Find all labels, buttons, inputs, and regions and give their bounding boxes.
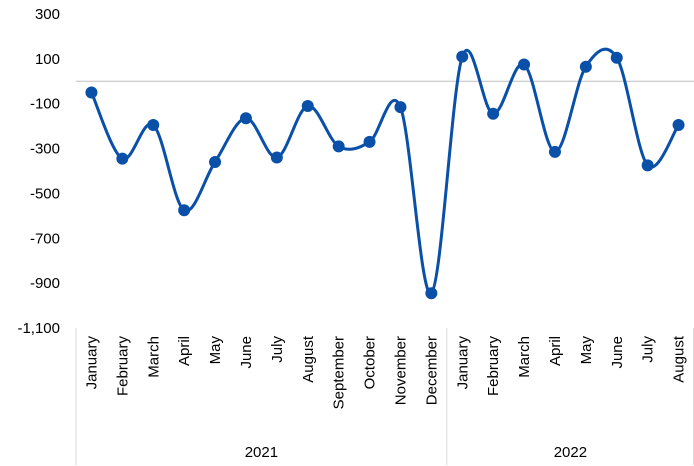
x-tick-label: June xyxy=(238,336,255,369)
data-point xyxy=(641,159,654,172)
x-tick-label: September xyxy=(331,336,348,409)
data-point xyxy=(85,86,98,99)
y-tick-label: -500 xyxy=(30,185,60,202)
x-tick-label: July xyxy=(269,336,286,363)
x-tick-label: April xyxy=(176,336,193,366)
x-tick-label: April xyxy=(547,336,564,366)
data-point xyxy=(394,101,407,114)
x-tick-label: May xyxy=(207,336,224,365)
data-point xyxy=(518,58,531,71)
y-tick-label: -100 xyxy=(30,96,60,113)
x-tick-label: February xyxy=(114,336,131,397)
data-point xyxy=(456,50,469,63)
x-group-label: 2022 xyxy=(554,444,587,461)
x-axis: January February March April May June July Augu… xyxy=(75,328,694,465)
data-point xyxy=(548,145,561,158)
x-tick-label: February xyxy=(485,336,502,397)
data-point xyxy=(332,140,345,153)
x-tick-label: March xyxy=(145,336,162,378)
data-point xyxy=(239,112,252,125)
x-tick-label: March xyxy=(516,336,533,378)
x-tick-label: November xyxy=(392,336,409,405)
series-line xyxy=(90,47,680,295)
y-tick-label: -1,100 xyxy=(17,320,60,337)
x-tick-label: May xyxy=(578,336,595,365)
x-group-label: 2021 xyxy=(245,444,278,461)
x-tick-label: January xyxy=(454,336,471,390)
y-tick-label: 300 xyxy=(35,6,60,23)
y-tick-label: -700 xyxy=(30,230,60,247)
data-point xyxy=(116,152,129,165)
data-point xyxy=(579,60,592,73)
data-point xyxy=(270,151,283,164)
y-tick-label: -900 xyxy=(30,275,60,292)
x-tick-label: June xyxy=(609,336,626,369)
x-tick-label: January xyxy=(83,336,100,390)
x-tick-label: August xyxy=(300,335,317,383)
y-axis: 300 100 -100 -300 -500 -700 -900 -1,100 xyxy=(17,6,60,337)
data-point xyxy=(301,99,314,112)
data-point xyxy=(178,204,191,217)
data-point xyxy=(363,135,376,148)
data-point xyxy=(487,107,500,120)
data-point xyxy=(147,119,160,132)
x-tick-label: August xyxy=(671,335,688,383)
data-point xyxy=(209,156,222,169)
x-tick-label: December xyxy=(423,336,440,405)
data-point xyxy=(425,287,438,300)
x-tick-label: October xyxy=(362,336,379,389)
x-tick-label: July xyxy=(640,336,657,363)
data-point xyxy=(610,51,623,64)
y-tick-label: 100 xyxy=(35,51,60,68)
data-point xyxy=(672,119,685,132)
series-layer xyxy=(85,47,685,300)
y-tick-label: -300 xyxy=(30,141,60,158)
